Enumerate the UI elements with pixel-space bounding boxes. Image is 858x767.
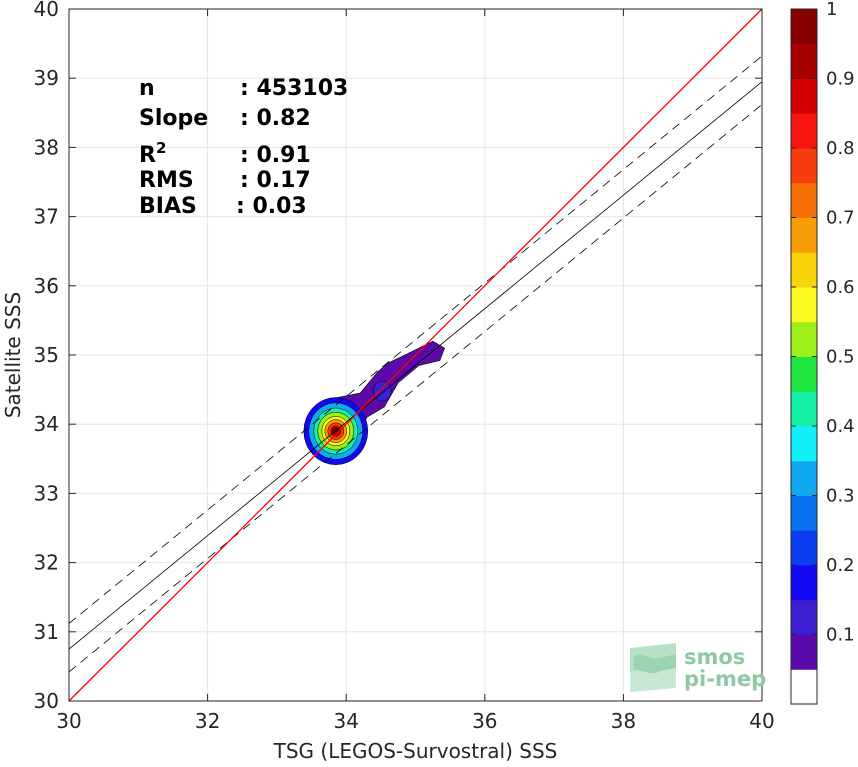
y-axis-label: Satellite SSS [1,292,25,418]
stat-value: : 0.17 [240,168,311,193]
stat-value: : 453103 [240,76,348,101]
colorbar-segment [791,565,817,601]
logo-waves-icon [630,643,676,692]
colorbar-segment [791,356,817,392]
y-tick-label: 30 [34,689,59,713]
y-tick-label: 35 [34,343,59,367]
colorbar-segment [791,460,817,496]
colorbar-tick-label: 0.4 [826,416,855,437]
colorbar-segment [791,669,817,705]
x-axis-ticks: 30 32 34 36 38 40 [56,9,775,733]
colorbar-segment [791,78,817,114]
stat-label: Slope [139,106,208,131]
x-tick-label: 40 [749,709,774,733]
colorbar-segment [791,113,817,149]
y-tick-label: 37 [34,205,59,229]
y-tick-label: 39 [34,66,59,90]
colorbar-segment [791,252,817,288]
colorbar-tick-label: 0.1 [826,625,855,646]
y-tick-label: 38 [34,135,59,159]
upper-envelope-line [68,55,763,624]
colorbar-segment [791,426,817,462]
x-tick-label: 36 [472,709,497,733]
colorbar-tick-label: 0.8 [826,138,855,159]
identity-line [68,8,763,702]
colorbar-segment [791,287,817,323]
colorbar-tick-label: 0.9 [826,69,855,90]
stat-label: R2 [139,139,166,168]
colorbar-segment [791,391,817,427]
colorbar-segment [791,530,817,566]
colorbar-segment [791,217,817,253]
stats-box: n : 453103 Slope : 0.82 R2 : 0.91 RMS : 0.17 BIA… [139,76,348,219]
colorbar-tick-label: 0.5 [826,347,855,368]
x-tick-label: 30 [56,709,81,733]
colorbar-segment [791,599,817,635]
regression-line [68,81,763,650]
colorbar-segment [791,495,817,531]
colorbar: 0.1 0.2 0.3 0.4 0.5 0.6 0.7 0.8 0.9 1 [790,0,855,705]
stat-label: BIAS [139,194,197,219]
colorbar-tick-label: 0.2 [826,555,855,576]
y-tick-label: 33 [34,481,59,505]
y-tick-label: 32 [34,551,59,575]
stat-label: RMS [139,168,194,193]
y-tick-label: 31 [34,620,59,644]
colorbar-segment [791,321,817,357]
y-axis-ticks: 30 31 32 33 34 35 36 37 38 39 40 [34,0,762,713]
colorbar-tick-label: 0.6 [826,277,855,298]
colorbar-segment [791,182,817,218]
colorbar-tick-label: 0.7 [826,208,855,229]
x-tick-label: 34 [333,709,358,733]
colorbar-segment [791,43,817,79]
x-tick-label: 38 [611,709,636,733]
y-tick-label: 36 [34,274,59,298]
smos-pimep-logo: smos pi-mep [630,643,766,692]
colorbar-tick-label: 1 [826,0,837,20]
colorbar-segment [791,634,817,670]
stat-value: : 0.82 [240,106,311,131]
reference-lines [68,8,763,702]
colorbar-segment [791,148,817,184]
stat-value: : 0.91 [240,143,311,168]
colorbar-tick-label: 0.3 [826,486,855,507]
x-axis-label: TSG (LEGOS-Survostral) SSS [273,739,558,763]
stat-label: n [139,76,155,101]
x-tick-label: 32 [195,709,220,733]
logo-text-smos: smos [684,645,745,669]
y-tick-label: 40 [34,0,59,21]
colorbar-segment [791,9,817,45]
stat-value: : 0.03 [236,194,307,219]
logo-text-pimep: pi-mep [684,667,766,691]
y-tick-label: 34 [34,412,59,436]
